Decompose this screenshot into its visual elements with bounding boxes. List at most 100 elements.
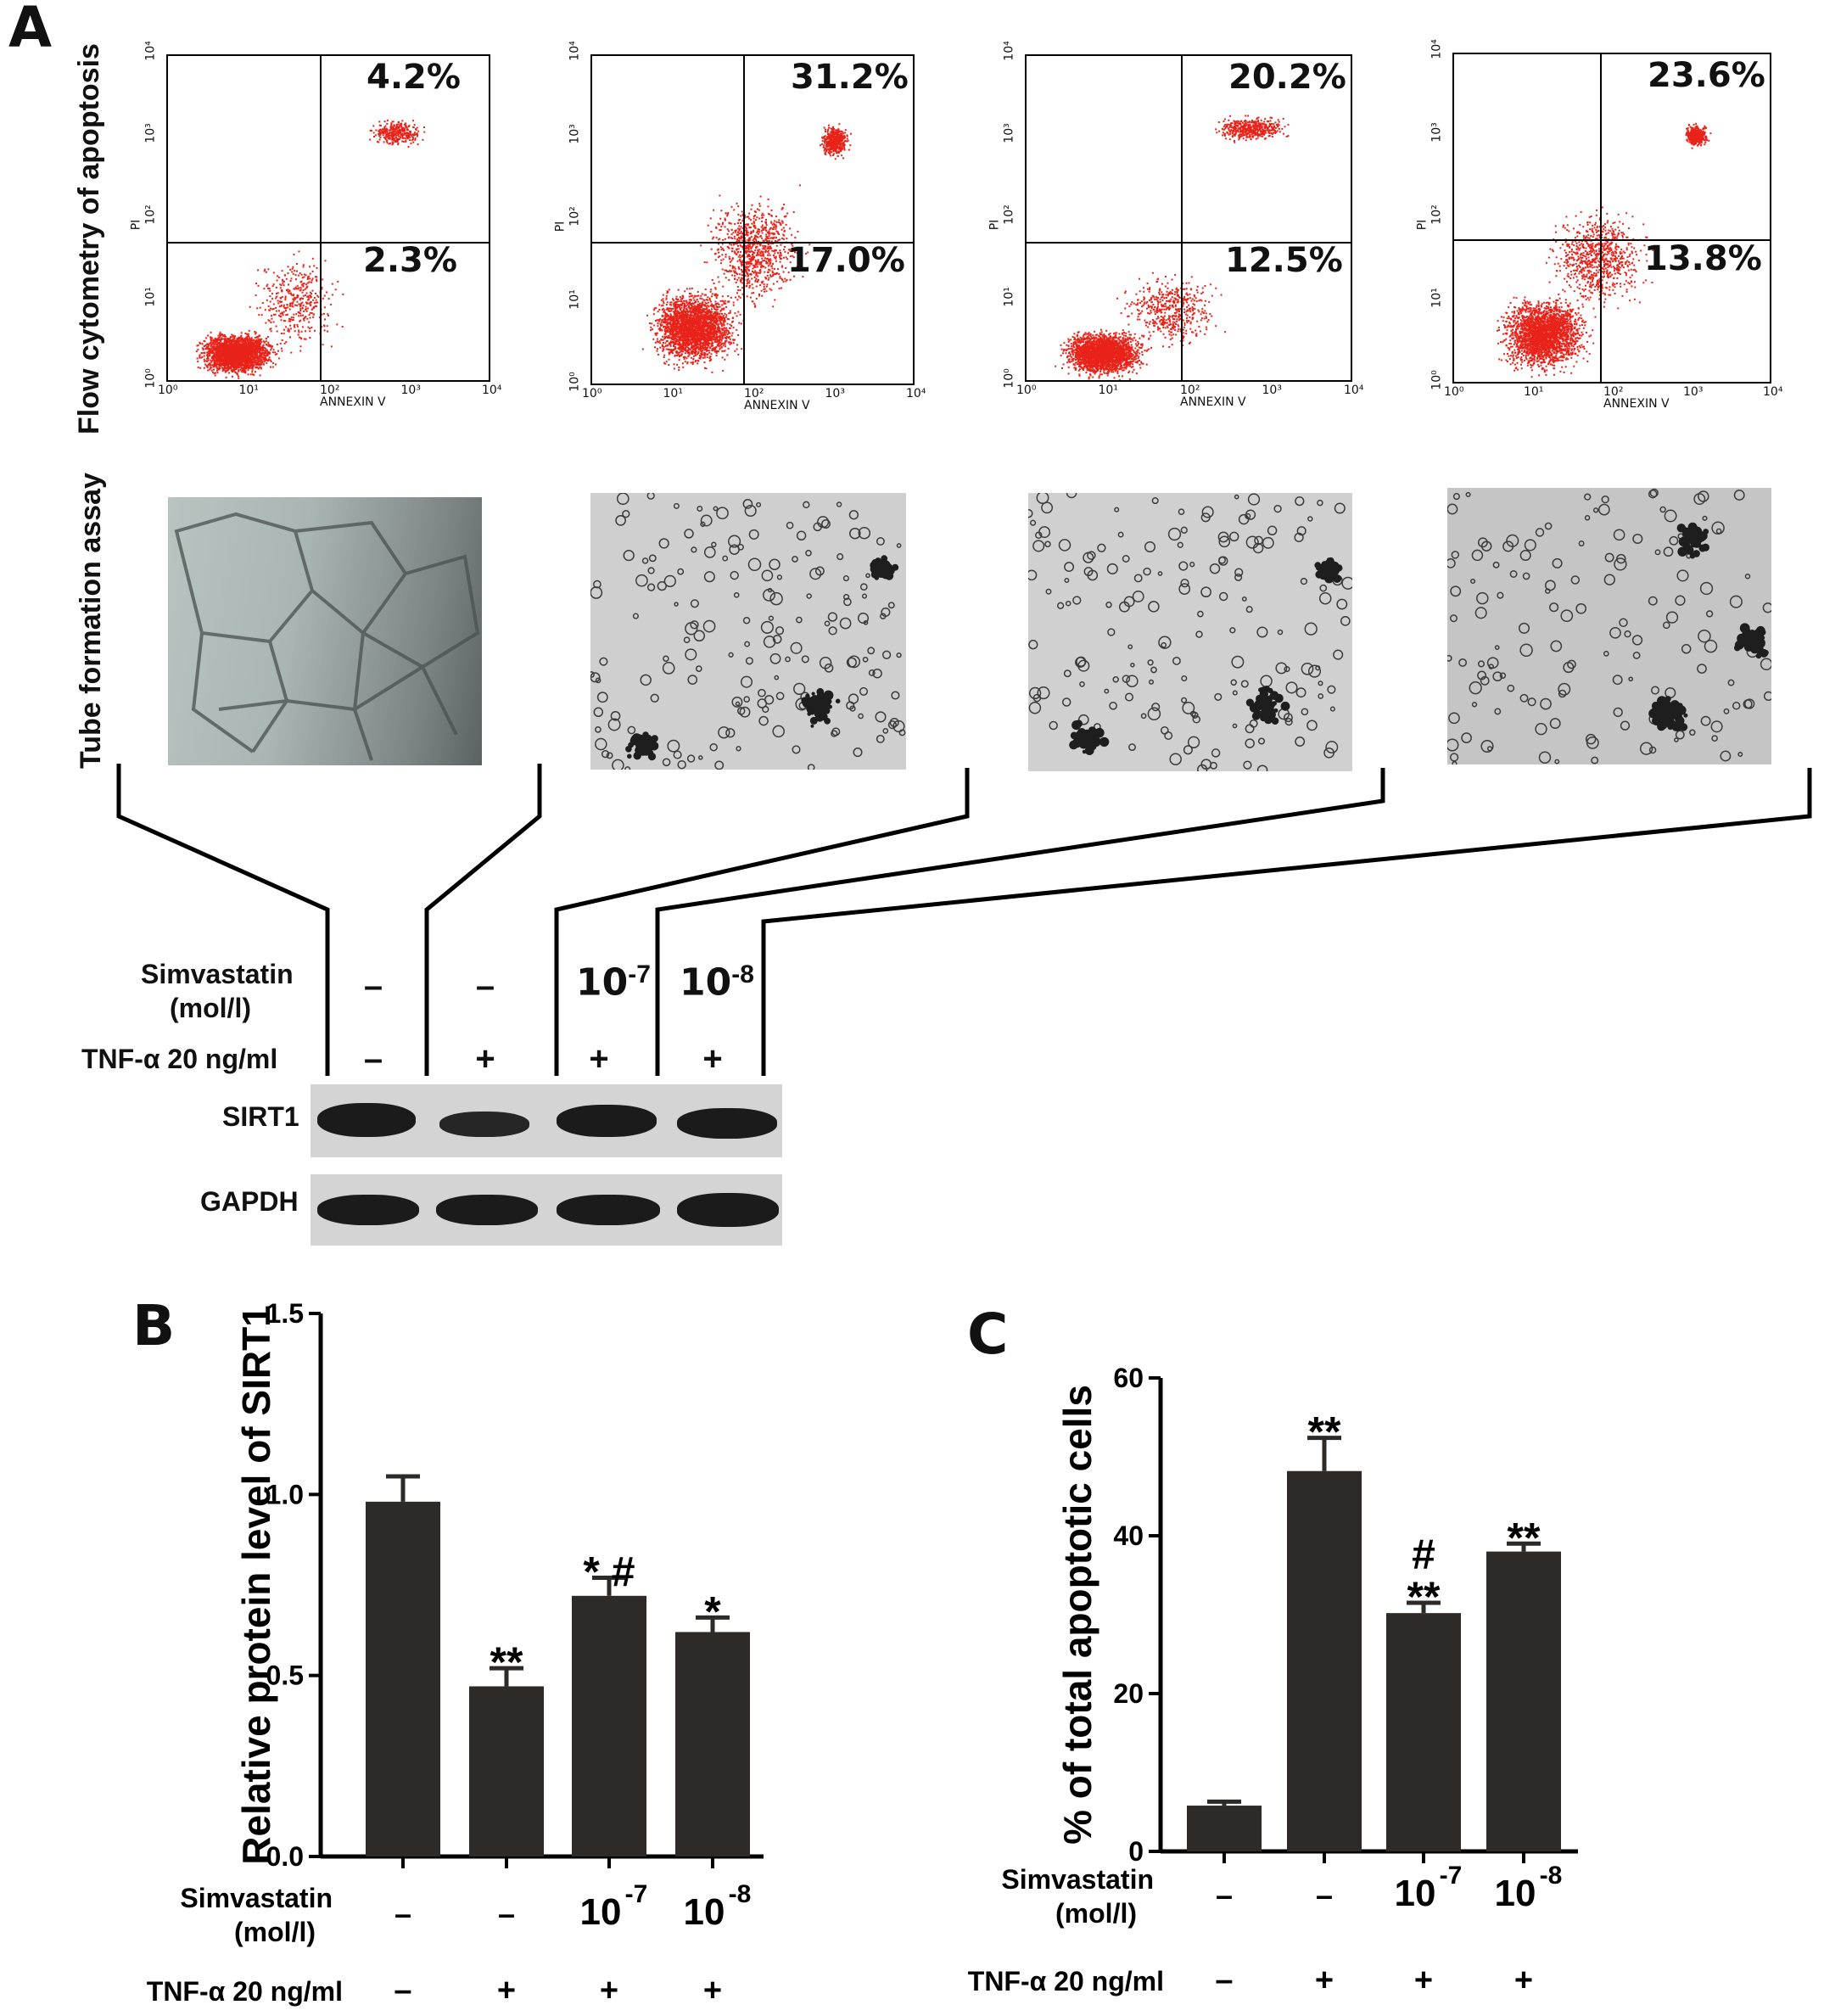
y-tick-label: 10³ xyxy=(1430,121,1444,143)
y-tick-label: 40 xyxy=(1113,1520,1144,1551)
flow-scatter xyxy=(641,123,852,373)
quadrant-vline xyxy=(320,56,322,380)
panel-a-letter: A xyxy=(8,0,53,60)
bar xyxy=(1486,1551,1561,1851)
tnf-value: + xyxy=(703,1973,722,2008)
quadrant-vline xyxy=(743,56,745,384)
wb-tnf-lane-4: + xyxy=(702,1040,723,1078)
sirt1-band-4 xyxy=(677,1108,777,1139)
simvastatin-exponent: -8 xyxy=(729,1880,752,1908)
x-tick-label: 10² xyxy=(320,384,340,397)
wb-tnf-lane-3: + xyxy=(589,1040,609,1078)
cell-texture xyxy=(1028,493,1352,771)
tube-image-4 xyxy=(1447,488,1771,764)
simvastatin-value: – xyxy=(394,1896,411,1931)
bar xyxy=(572,1595,646,1856)
x-tick-label: 10¹ xyxy=(238,384,259,397)
flow-plot-4 xyxy=(1452,53,1771,384)
gapdh-band-3 xyxy=(557,1195,660,1225)
y-tick-label: 10¹ xyxy=(568,288,582,310)
bar xyxy=(675,1632,750,1856)
x-tick-label: 10⁰ xyxy=(1444,385,1464,399)
gapdh-band-1 xyxy=(317,1195,419,1225)
pi-axis-label: PI xyxy=(129,219,143,231)
x-tick-label: 10⁴ xyxy=(482,384,502,397)
significance-label: * xyxy=(704,1588,721,1635)
y-tick-label: 0.5 xyxy=(266,1660,304,1691)
wb-simv-lane-4: 10-8 xyxy=(680,960,754,1005)
wb-tnf-lane-1: – xyxy=(363,1040,383,1078)
y-tick-label: 10⁰ xyxy=(1002,368,1016,389)
quadrant-hline xyxy=(168,242,489,244)
cell-texture xyxy=(590,493,906,770)
simvastatin-unit-label: (mol/l) xyxy=(170,993,251,1023)
y-axis-label: % of total apoptotic cells xyxy=(1055,1385,1099,1845)
flow-plot-1 xyxy=(166,54,490,382)
y-tick-label: 10⁰ xyxy=(1430,370,1444,390)
panel-c-letter: C xyxy=(967,1302,1009,1367)
bar xyxy=(1287,1470,1362,1851)
tnf-value: + xyxy=(1315,1963,1334,1998)
annexin-axis-label: ANNEXIN V xyxy=(1603,397,1670,411)
simvastatin-value: – xyxy=(1216,1878,1233,1912)
y-tick-label: 0 xyxy=(1128,1836,1144,1867)
x-tick-label: 10³ xyxy=(1683,385,1704,399)
lower-right-percent: 13.8% xyxy=(1644,239,1762,278)
simvastatin-value: 10 xyxy=(580,1891,622,1933)
y-tick-label: 1.0 xyxy=(266,1479,304,1509)
annexin-axis-label: ANNEXIN V xyxy=(744,399,810,412)
simvastatin-unit-label: (mol/l) xyxy=(234,1917,316,1947)
x-tick-label: 10⁰ xyxy=(158,384,178,397)
upper-right-percent: 20.2% xyxy=(1228,58,1346,97)
simvastatin-value: – xyxy=(498,1896,515,1931)
significance-label: # xyxy=(1412,1531,1435,1578)
significance-label: ** xyxy=(1308,1408,1341,1456)
tnf-value: – xyxy=(1215,1963,1233,1998)
x-tick-label: 10² xyxy=(1603,385,1624,399)
flow-scatter xyxy=(1055,115,1290,380)
y-tick-label: 10⁴ xyxy=(568,41,582,61)
simvastatin-exponent: -7 xyxy=(1440,1862,1463,1890)
y-tick-label: 10² xyxy=(143,204,158,225)
sirt1-blot xyxy=(311,1084,782,1157)
wb-simv-lane-3: 10-7 xyxy=(576,960,651,1005)
bar xyxy=(366,1501,440,1856)
y-tick-label: 10¹ xyxy=(1002,286,1016,307)
flow-scatter xyxy=(1497,122,1712,378)
sirt1-band-3 xyxy=(557,1105,657,1137)
x-tick-label: 10³ xyxy=(1262,384,1282,397)
x-tick-label: 10² xyxy=(1180,384,1200,397)
connector-lines xyxy=(116,764,1812,1076)
pi-axis-label: PI xyxy=(988,219,1002,231)
flow-plot-3 xyxy=(1025,54,1352,382)
upper-right-percent: 4.2% xyxy=(366,58,461,97)
significance-label: ** xyxy=(1508,1514,1541,1561)
y-axis-label: Relative protein level of SIRT1 xyxy=(234,1305,278,1865)
sirt1-band-2 xyxy=(439,1112,529,1137)
y-tick-label: 10¹ xyxy=(143,286,158,307)
chart-c: 0 20 40 60 % of total apoptotic cells – – ** – + #… xyxy=(968,1363,1578,1998)
tnf-label: TNF-α 20 ng/ml xyxy=(147,1976,343,2007)
simvastatin-value: 10 xyxy=(1395,1873,1436,1914)
x-tick-label: 10⁴ xyxy=(906,387,926,400)
y-tick-label: 10³ xyxy=(1002,122,1016,143)
bar xyxy=(1386,1613,1461,1851)
y-tick-label: 0.0 xyxy=(266,1841,304,1872)
x-tick-label: 10⁰ xyxy=(582,387,602,400)
lower-right-percent: 12.5% xyxy=(1225,241,1343,280)
x-tick-label: 10³ xyxy=(400,384,421,397)
y-tick-label: 10³ xyxy=(568,123,582,144)
pi-axis-label: PI xyxy=(1415,219,1430,231)
x-tick-label: 10² xyxy=(744,387,764,400)
cell-texture xyxy=(1447,488,1771,764)
lower-right-percent: 2.3% xyxy=(363,241,457,280)
y-tick-label: 10⁴ xyxy=(1430,39,1444,59)
simvastatin-label: Simvastatin xyxy=(1001,1864,1154,1895)
x-tick-label: 10⁴ xyxy=(1763,385,1783,399)
quadrant-hline xyxy=(1027,242,1351,244)
simvastatin-value: 10 xyxy=(684,1891,725,1933)
x-tick-label: 10¹ xyxy=(1524,385,1544,399)
y-tick-label: 1.5 xyxy=(266,1298,304,1329)
significance-label: ** xyxy=(490,1638,523,1686)
